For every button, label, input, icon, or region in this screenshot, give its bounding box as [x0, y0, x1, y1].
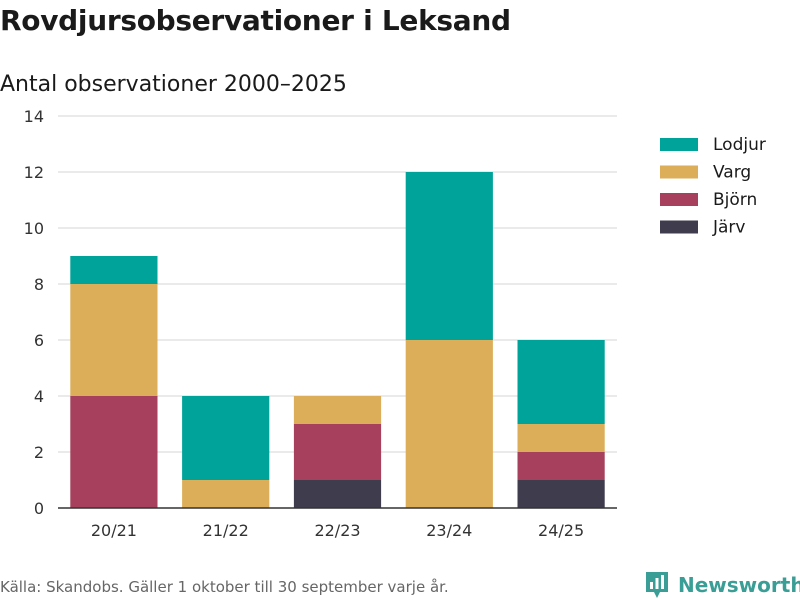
legend-label: Järv	[712, 218, 745, 238]
legend-label: Lodjur	[713, 135, 766, 155]
bars	[70, 172, 605, 508]
x-tick-label: 20/21	[91, 521, 137, 540]
chart-subtitle: Antal observationer 2000–2025	[0, 72, 347, 97]
x-tick-label: 22/23	[314, 521, 360, 540]
source-note: Källa: Skandobs. Gäller 1 oktober till 3…	[0, 578, 449, 596]
bar-segment-varg	[182, 480, 270, 508]
newsworthy-logo-icon	[646, 572, 668, 598]
bar-segment-varg	[293, 396, 382, 424]
bar-segment-björn	[517, 452, 605, 480]
bar-segment-lodjur	[182, 396, 270, 480]
y-tick-label: 0	[34, 499, 44, 518]
bar-segment-varg	[70, 284, 158, 396]
x-tick-label: 21/22	[203, 521, 249, 540]
y-tick-label: 8	[34, 275, 44, 294]
bar-segment-lodjur	[70, 256, 158, 284]
bar-segment-björn	[293, 424, 382, 480]
legend-swatch-lodjur	[660, 138, 698, 151]
bar-segment-järv	[517, 480, 605, 508]
y-tick-label: 12	[24, 163, 44, 182]
y-tick-label: 10	[24, 219, 44, 238]
axes: 0 2 4 6 8 10 12 14 20/21 21/22 22/23 23/24 24/25	[24, 107, 617, 540]
legend-swatch-björn	[660, 193, 698, 206]
y-tick-label: 14	[24, 107, 44, 126]
legend-label: Björn	[713, 190, 757, 210]
y-tick-label: 6	[34, 331, 44, 350]
y-tick-label: 4	[34, 387, 44, 406]
bar-segment-varg	[517, 424, 605, 452]
bar-segment-lodjur	[517, 340, 605, 424]
chart-title: Rovdjursobservationer i Leksand	[0, 4, 511, 37]
brand: Newsworthy	[644, 570, 800, 600]
legend-label: Varg	[713, 163, 751, 183]
legend-swatch-varg	[660, 165, 698, 179]
y-tick-label: 2	[34, 443, 44, 462]
bar-segment-björn	[70, 396, 158, 508]
bar-segment-järv	[293, 480, 382, 508]
x-tick-label: 24/25	[538, 521, 584, 540]
brand-name: Newsworthy	[678, 573, 800, 597]
legend: Lodjur Varg Björn Järv	[660, 135, 766, 238]
legend-swatch-järv	[660, 220, 698, 234]
bar-segment-lodjur	[405, 172, 493, 340]
bar-segment-varg	[405, 340, 493, 508]
x-tick-label: 23/24	[426, 521, 472, 540]
